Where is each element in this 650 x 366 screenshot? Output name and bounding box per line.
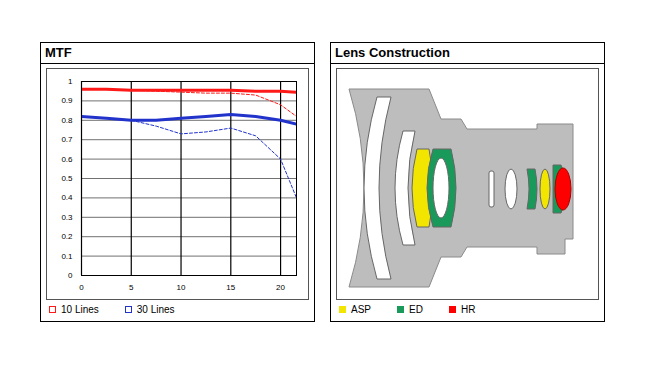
svg-text:0.7: 0.7 xyxy=(61,135,73,144)
svg-text:0.9: 0.9 xyxy=(61,96,73,105)
html-text:ED: ED xyxy=(409,304,423,315)
svg-text:0.3: 0.3 xyxy=(61,213,73,222)
html-text:Lens Construction: Lens Construction xyxy=(335,45,450,60)
html-text:ASP: ASP xyxy=(351,304,371,315)
svg-text:0.4: 0.4 xyxy=(61,193,73,202)
svg-text:1: 1 xyxy=(68,77,73,86)
svg-text:5: 5 xyxy=(129,283,134,292)
svg-text:20: 20 xyxy=(276,283,285,292)
svg-text:15: 15 xyxy=(226,283,235,292)
svg-text:0.5: 0.5 xyxy=(61,174,73,183)
html-text:HR: HR xyxy=(460,304,476,315)
html-text:10 Lines: 10 Lines xyxy=(61,304,99,315)
svg-text:0: 0 xyxy=(68,271,73,280)
html-text:MTF: MTF xyxy=(45,45,72,60)
svg-text:0.6: 0.6 xyxy=(61,155,73,164)
html-text:30 Lines: 30 Lines xyxy=(136,304,175,315)
svg-text:10: 10 xyxy=(177,283,186,292)
svg-text:0: 0 xyxy=(79,283,84,292)
svg-text:0.2: 0.2 xyxy=(61,232,73,241)
svg-text:0.1: 0.1 xyxy=(61,252,73,261)
svg-text:0.8: 0.8 xyxy=(61,116,73,125)
